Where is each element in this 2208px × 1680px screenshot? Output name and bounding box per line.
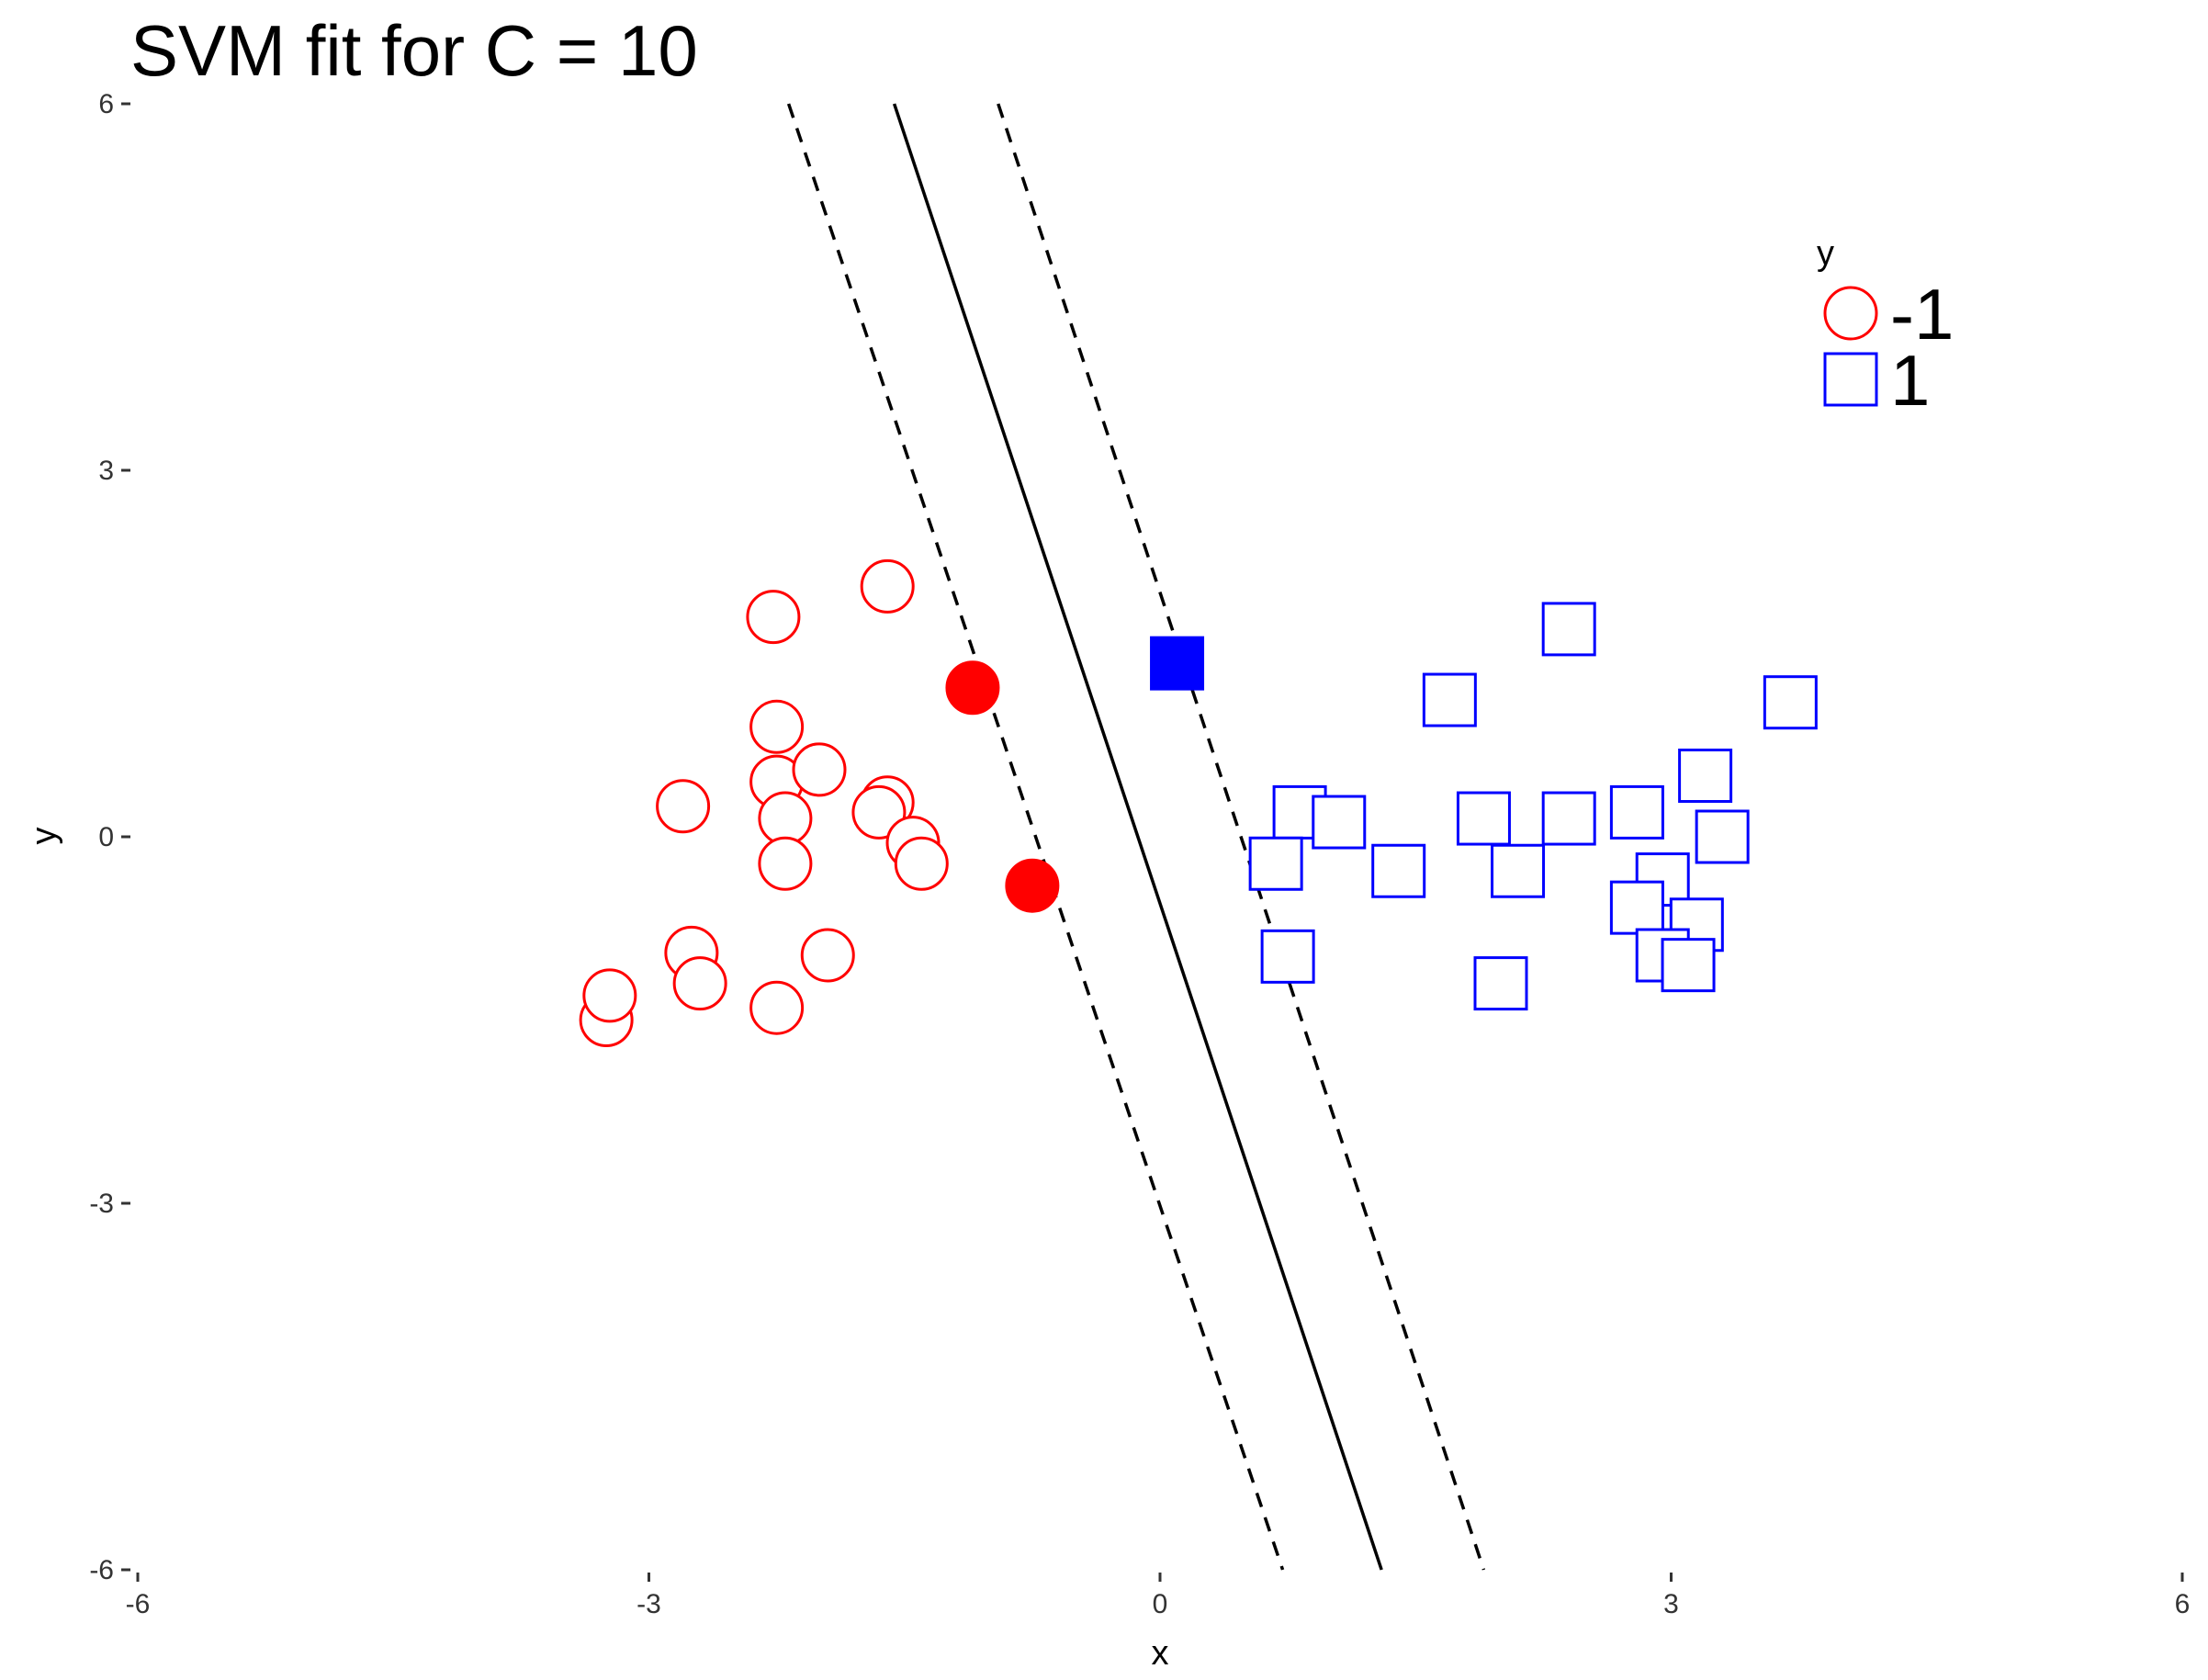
data-point-neg [860,558,915,614]
data-point-neg [800,928,855,983]
margin-lower-line [786,103,1285,1571]
data-point-neg [672,956,727,1011]
data-point-neg [656,779,711,834]
support-vector-point-neg [945,660,1000,716]
data-point-pos [1695,809,1750,864]
data-point-pos [1312,795,1367,850]
legend-circle-icon [1823,286,1878,341]
data-point-neg [792,742,847,797]
y-tick-label: 0 [98,822,114,852]
data-point-pos [1609,880,1664,935]
data-point-pos [1541,602,1596,657]
data-point-neg [758,836,813,891]
data-point-neg [758,791,813,846]
y-tick-label: -3 [89,1189,114,1219]
data-point-neg [582,968,637,1023]
data-point-pos [1541,791,1596,846]
data-point-pos [1763,675,1818,730]
support-vector-point-neg [1005,858,1060,913]
support-vector-point-pos [1150,636,1205,691]
data-point-pos [1661,938,1716,993]
legend-title: y [1817,234,1834,273]
data-point-pos [1248,836,1303,891]
y-tick-label: 3 [98,456,114,486]
data-point-neg [749,980,805,1035]
x-tick-label: 0 [1153,1589,1168,1619]
decision-boundary-line [892,103,1383,1571]
legend-square-icon [1823,352,1878,407]
y-tick-label: 6 [98,89,114,119]
x-tick-label: 3 [1663,1589,1679,1619]
data-point-neg [746,590,801,645]
x-tick-label: -6 [126,1589,151,1619]
x-axis-label: x [1152,1634,1169,1673]
x-tick-label: -3 [636,1589,661,1619]
data-point-neg [894,836,949,891]
margin-upper-line [997,103,1486,1571]
data-point-neg [749,699,805,754]
data-point-pos [1371,843,1426,898]
y-axis-label: y [25,828,63,845]
data-point-pos [1260,929,1315,984]
data-point-pos [1473,956,1528,1011]
y-tick-label: -6 [89,1555,114,1585]
data-point-pos [1491,843,1546,898]
data-point-pos [1678,749,1733,803]
chart-title: SVM fit for C = 10 [130,10,698,91]
legend-label: 1 [1890,340,1930,421]
data-point-pos [1609,784,1664,840]
data-point-pos [1422,672,1477,727]
legend-label: -1 [1890,274,1954,355]
x-tick-label: 6 [2175,1589,2191,1619]
data-point-pos [1456,791,1511,846]
data-point-neg [851,784,907,840]
